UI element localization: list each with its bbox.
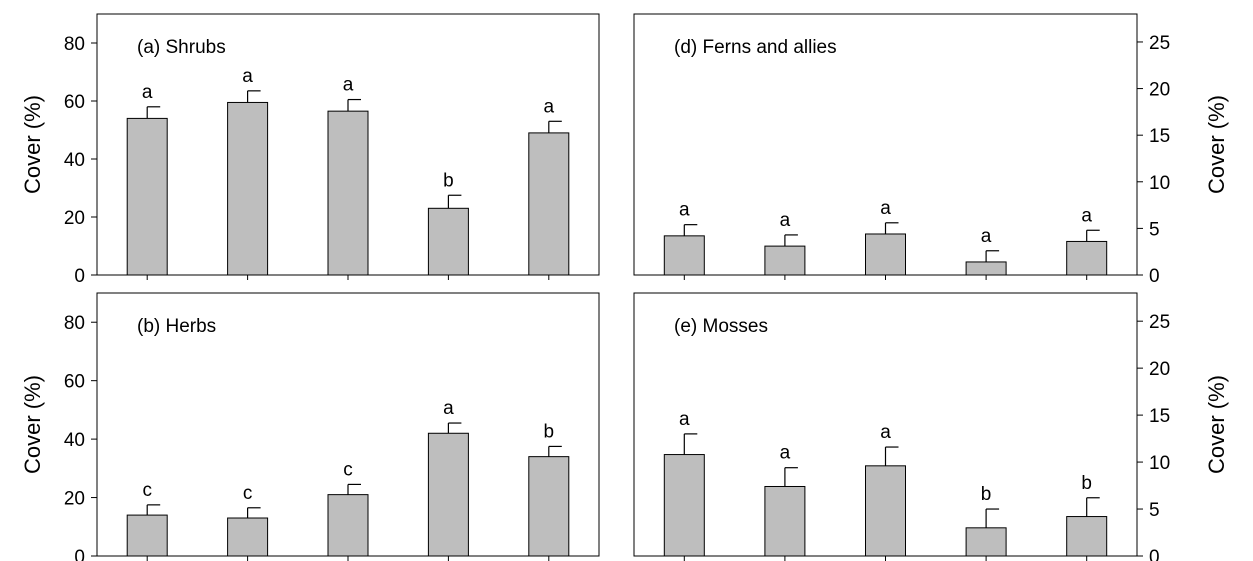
panel-e-sig-letter: a	[880, 422, 891, 443]
panel-a-bar	[528, 132, 570, 276]
panel-d-bar	[764, 245, 806, 276]
panel-b-sig-letter: c	[343, 459, 353, 480]
panel-b-ylabel: Cover (%)	[20, 375, 45, 474]
panel-a-ytick-label: 80	[64, 34, 85, 55]
panel-a-bar	[227, 101, 269, 276]
panel-d-ytick-label: 20	[1149, 80, 1170, 101]
panel-e-sig-letter: b	[981, 484, 992, 505]
panel-a-ytick-label: 40	[64, 150, 85, 171]
panel-b-ytick-label: 20	[64, 489, 85, 510]
panel-d-sig-letter: a	[1081, 205, 1092, 226]
panel-b-bar	[528, 456, 570, 557]
panel-d-sig-letter: a	[880, 198, 891, 219]
panel-a-bar	[126, 117, 168, 276]
panel-e-sig-letter: b	[1081, 473, 1092, 494]
panel-e-ytick-label: 10	[1149, 453, 1170, 474]
panel-b-bar	[126, 514, 168, 557]
panel-e-title: (e) Mosses	[674, 316, 768, 337]
panel-d-bar	[1066, 240, 1108, 276]
panel-e-ytick-label: 5	[1149, 500, 1160, 521]
panel-e-bar	[764, 485, 806, 557]
panel-e-ytick-label: 25	[1149, 312, 1170, 333]
panel-a-sig-letter: a	[544, 96, 555, 117]
panel-d-bar	[965, 261, 1007, 276]
panel-a-ytick-label: 20	[64, 208, 85, 229]
panel-b-bar	[427, 432, 469, 557]
panel-a-sig-letter: a	[142, 82, 153, 103]
panel-e-bar	[865, 465, 906, 557]
panel-a-bar	[327, 110, 369, 276]
panel-a-sig-letter: a	[242, 66, 253, 87]
panel-a-bar	[427, 207, 469, 276]
panel-d-sig-letter: a	[679, 200, 690, 221]
panel-b-ytick-label: 60	[64, 372, 85, 393]
panel-d-title: (d) Ferns and allies	[674, 37, 837, 58]
panel-e-ytick-label: 15	[1149, 406, 1170, 427]
panel-a-ytick-label: 0	[74, 266, 85, 287]
panel-d-bar	[865, 233, 906, 276]
panel-b-title: (b) Herbs	[137, 316, 216, 337]
panel-e-bar	[663, 454, 705, 557]
panel-e-ytick-label: 20	[1149, 359, 1170, 380]
panel-b-ytick-label: 0	[74, 547, 85, 561]
panel-a-sig-letter: a	[343, 75, 354, 96]
panel-d-sig-letter: a	[981, 226, 992, 247]
panel-d-ylabel: Cover (%)	[1204, 95, 1229, 194]
panel-d-sig-letter: a	[780, 210, 791, 231]
panel-a-ytick-label: 60	[64, 92, 85, 113]
panel-a-ylabel: Cover (%)	[20, 95, 45, 194]
panel-e-ylabel: Cover (%)	[1204, 375, 1229, 474]
panel-b-sig-letter: b	[544, 421, 555, 442]
panel-a-title: (a) Shrubs	[137, 37, 226, 58]
panel-d-ytick-label: 5	[1149, 219, 1160, 240]
panel-e-sig-letter: a	[780, 443, 791, 464]
panel-d-ytick-label: 15	[1149, 126, 1170, 147]
panel-d-ytick-label: 10	[1149, 173, 1170, 194]
panel-b-sig-letter: c	[142, 480, 152, 501]
panel-e-sig-letter: a	[679, 409, 690, 430]
panel-e-ytick-label: 0	[1149, 547, 1160, 561]
panel-d-ytick-label: 0	[1149, 266, 1160, 287]
panel-d-ytick-label: 25	[1149, 33, 1170, 54]
panel-b-sig-letter: c	[243, 483, 253, 504]
panel-b-sig-letter: a	[443, 398, 454, 419]
panel-b-ytick-label: 80	[64, 313, 85, 334]
panel-b-bar	[327, 494, 369, 557]
panel-b-ytick-label: 40	[64, 430, 85, 451]
panel-e-bar	[1066, 516, 1108, 557]
panel-e-bar	[965, 527, 1007, 557]
panel-a-sig-letter: b	[443, 170, 454, 191]
panel-b-bar	[227, 517, 269, 557]
panel-d-bar	[663, 235, 705, 276]
